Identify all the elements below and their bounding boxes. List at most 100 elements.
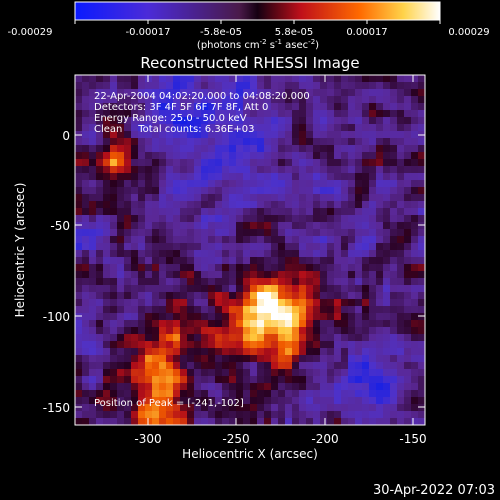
heatmap-pixel bbox=[404, 222, 412, 230]
heatmap-pixel bbox=[166, 362, 174, 370]
heatmap-pixel bbox=[201, 138, 209, 146]
heatmap-pixel bbox=[376, 404, 384, 412]
heatmap-pixel bbox=[187, 299, 195, 307]
heatmap-pixel bbox=[306, 306, 314, 314]
heatmap-pixel bbox=[131, 390, 139, 398]
heatmap-pixel bbox=[180, 145, 188, 153]
heatmap-pixel bbox=[180, 348, 188, 356]
heatmap-pixel bbox=[411, 229, 419, 237]
heatmap-pixel bbox=[264, 89, 272, 97]
heatmap-pixel bbox=[166, 250, 174, 258]
heatmap-pixel bbox=[348, 166, 356, 174]
heatmap-pixel bbox=[131, 103, 139, 111]
heatmap-pixel bbox=[103, 243, 111, 251]
heatmap-pixel bbox=[411, 117, 419, 125]
heatmap-pixel bbox=[271, 159, 279, 167]
heatmap-pixel bbox=[236, 390, 244, 398]
heatmap-pixel bbox=[103, 369, 111, 377]
heatmap-pixel bbox=[404, 250, 412, 258]
heatmap-pixel bbox=[166, 96, 174, 104]
heatmap-pixel bbox=[334, 390, 342, 398]
heatmap-pixel bbox=[201, 418, 209, 426]
heatmap-pixel bbox=[159, 173, 167, 181]
heatmap-pixel bbox=[187, 152, 195, 160]
heatmap-pixel bbox=[369, 117, 377, 125]
heatmap-pixel bbox=[355, 285, 363, 293]
heatmap-pixel bbox=[404, 75, 412, 83]
heatmap-pixel bbox=[229, 313, 237, 321]
heatmap-pixel bbox=[341, 222, 349, 230]
heatmap-pixel bbox=[306, 194, 314, 202]
heatmap-pixel bbox=[110, 376, 118, 384]
heatmap-pixel bbox=[348, 285, 356, 293]
heatmap-pixel bbox=[320, 166, 328, 174]
heatmap-pixel bbox=[313, 306, 321, 314]
heatmap-pixel bbox=[236, 250, 244, 258]
heatmap-pixel bbox=[215, 215, 223, 223]
heatmap-pixel bbox=[201, 348, 209, 356]
heatmap-pixel bbox=[257, 334, 265, 342]
heatmap-pixel bbox=[383, 292, 391, 300]
heatmap-pixel bbox=[166, 117, 174, 125]
heatmap-pixel bbox=[250, 397, 258, 405]
heatmap-pixel bbox=[397, 320, 405, 328]
heatmap-pixel bbox=[264, 397, 272, 405]
heatmap-pixel bbox=[243, 215, 251, 223]
heatmap-pixel bbox=[166, 264, 174, 272]
heatmap-pixel bbox=[124, 369, 132, 377]
heatmap-pixel bbox=[89, 390, 97, 398]
heatmap-pixel bbox=[334, 131, 342, 139]
heatmap-pixel bbox=[166, 257, 174, 265]
heatmap-pixel bbox=[96, 159, 104, 167]
heatmap-pixel bbox=[313, 187, 321, 195]
heatmap-pixel bbox=[215, 96, 223, 104]
heatmap-pixel bbox=[411, 376, 419, 384]
heatmap-pixel bbox=[243, 292, 251, 300]
heatmap-pixel bbox=[222, 187, 230, 195]
heatmap-pixel bbox=[194, 103, 202, 111]
heatmap-pixel bbox=[383, 131, 391, 139]
heatmap-pixel bbox=[103, 173, 111, 181]
heatmap-pixel bbox=[159, 215, 167, 223]
heatmap-pixel bbox=[292, 411, 300, 419]
heatmap-pixel bbox=[418, 222, 426, 230]
heatmap-pixel bbox=[173, 201, 181, 209]
heatmap-pixel bbox=[159, 89, 167, 97]
heatmap-pixel bbox=[257, 117, 265, 125]
heatmap-pixel bbox=[320, 229, 328, 237]
heatmap-pixel bbox=[159, 96, 167, 104]
heatmap-pixel bbox=[285, 82, 293, 90]
heatmap-pixel bbox=[299, 390, 307, 398]
heatmap-pixel bbox=[138, 82, 146, 90]
heatmap-pixel bbox=[292, 166, 300, 174]
heatmap-pixel bbox=[243, 418, 251, 426]
heatmap-pixel bbox=[278, 264, 286, 272]
heatmap-pixel bbox=[355, 117, 363, 125]
heatmap-pixel bbox=[215, 271, 223, 279]
heatmap-pixel bbox=[201, 285, 209, 293]
heatmap-pixel bbox=[250, 208, 258, 216]
heatmap-pixel bbox=[327, 131, 335, 139]
heatmap-pixel bbox=[173, 355, 181, 363]
heatmap-pixel bbox=[292, 327, 300, 335]
colorbar-tick-label: -0.00029 bbox=[8, 27, 53, 38]
heatmap-pixel bbox=[341, 299, 349, 307]
heatmap-pixel bbox=[229, 327, 237, 335]
heatmap-pixel bbox=[138, 124, 146, 132]
heatmap-pixel bbox=[152, 75, 160, 83]
heatmap-pixel bbox=[201, 173, 209, 181]
heatmap-pixel bbox=[187, 383, 195, 391]
heatmap-pixel bbox=[292, 404, 300, 412]
heatmap-pixel bbox=[194, 271, 202, 279]
heatmap-pixel bbox=[362, 257, 370, 265]
heatmap-pixel bbox=[215, 173, 223, 181]
heatmap-pixel bbox=[215, 376, 223, 384]
heatmap-pixel bbox=[334, 243, 342, 251]
heatmap-pixel bbox=[292, 110, 300, 118]
heatmap-pixel bbox=[369, 264, 377, 272]
heatmap-pixel bbox=[159, 180, 167, 188]
heatmap-pixel bbox=[82, 229, 90, 237]
heatmap-pixel bbox=[243, 376, 251, 384]
heatmap-pixel bbox=[257, 369, 265, 377]
heatmap-pixel bbox=[341, 383, 349, 391]
